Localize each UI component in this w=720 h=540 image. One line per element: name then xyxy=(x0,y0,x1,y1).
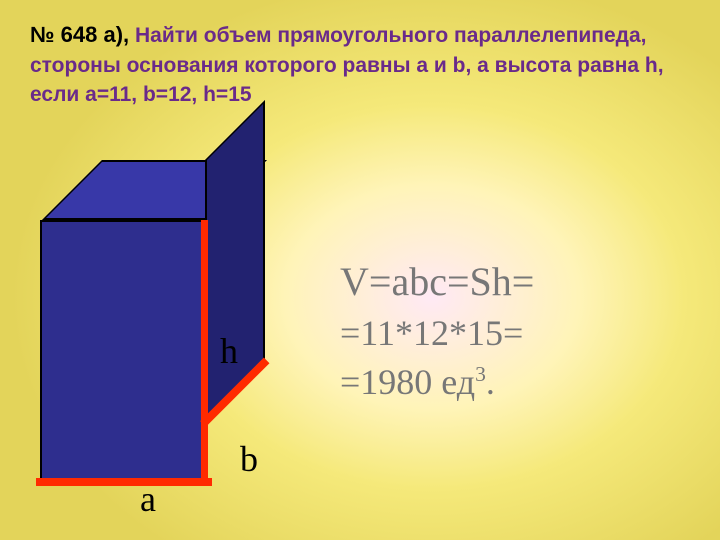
edge-h xyxy=(201,220,208,484)
formula-line1: V=abc=Sh= xyxy=(340,255,534,309)
problem-number: № 648 а), xyxy=(30,22,129,47)
label-a: a xyxy=(140,478,156,520)
solution-formulas: V=abc=Sh= =11*12*15= =1980 ед3. xyxy=(340,255,534,406)
cuboid-front-face xyxy=(40,220,205,480)
formula-line2: =11*12*15= xyxy=(340,309,534,358)
label-h: h xyxy=(220,330,238,372)
formula-line3-prefix: =1980 ед xyxy=(340,362,475,402)
edge-a xyxy=(36,478,212,486)
label-b: b xyxy=(240,438,258,480)
formula-line3-exp: 3 xyxy=(475,362,486,386)
formula-line3-suffix: . xyxy=(486,362,495,402)
problem-statement: № 648 а), Найти объем прямоугольного пар… xyxy=(30,20,690,110)
formula-line3: =1980 ед3. xyxy=(340,358,534,407)
cuboid-diagram: h b a xyxy=(40,160,320,520)
